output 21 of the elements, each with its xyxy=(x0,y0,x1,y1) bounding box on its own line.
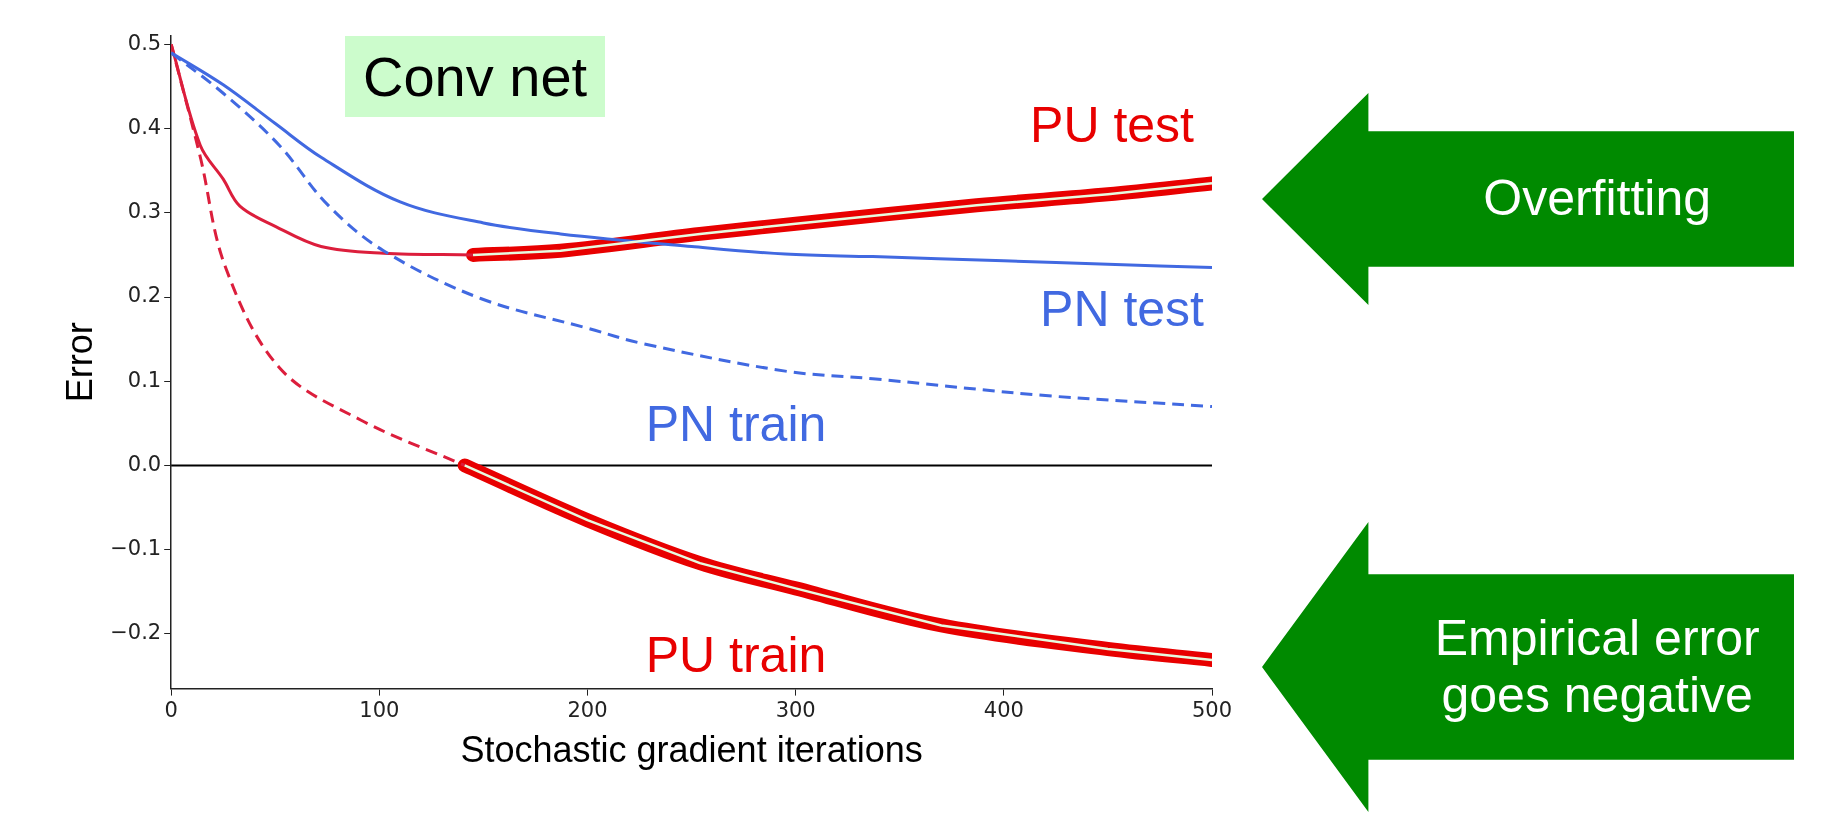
y-tick-label: 0.0 xyxy=(127,451,162,476)
series-label: PN train xyxy=(645,396,827,453)
x-tick-label: 100 xyxy=(359,697,400,722)
x-tick-label: 400 xyxy=(983,697,1024,722)
y-tick-label: −0.2 xyxy=(110,620,162,645)
y-tick-label: −0.1 xyxy=(110,536,162,561)
annotation: Conv net xyxy=(345,36,606,117)
y-tick-label: 0.5 xyxy=(127,30,162,55)
y-tick-label: 0.4 xyxy=(127,115,162,140)
x-axis-title: Stochastic gradient iterations xyxy=(460,729,923,771)
x-tick-label: 500 xyxy=(1191,697,1233,722)
x-tick-label: 300 xyxy=(775,697,816,722)
y-axis-title: Error xyxy=(58,322,100,403)
x-tick-label: 200 xyxy=(567,697,608,722)
x-tick-label: 0 xyxy=(164,697,178,722)
y-tick-label: 0.3 xyxy=(127,199,162,224)
series-label: PU train xyxy=(645,626,827,683)
y-tick-label: 0.2 xyxy=(127,283,162,308)
series-label: PU test xyxy=(1030,97,1195,154)
y-tick-label: 0.1 xyxy=(127,367,162,392)
series-label: PN test xyxy=(1040,281,1205,338)
